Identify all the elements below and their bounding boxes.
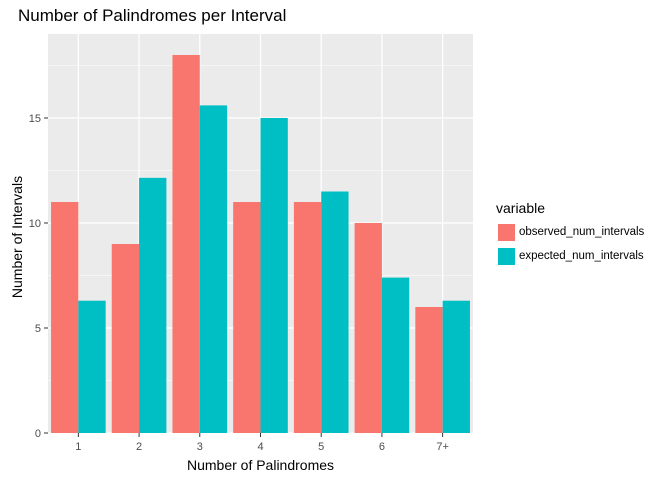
legend-key-expected xyxy=(498,247,515,265)
x-tick-label: 1 xyxy=(75,441,81,453)
x-tick-label: 5 xyxy=(318,441,324,453)
y-tick-label: 10 xyxy=(29,218,41,230)
y-axis-label: Number of Intervals xyxy=(9,175,25,299)
bar-observed_num_intervals-2 xyxy=(111,244,140,433)
legend-title: variable xyxy=(496,200,546,216)
x-axis-label: Number of Palindromes xyxy=(186,457,335,473)
x-tick-label: 6 xyxy=(379,441,385,453)
x-tick-label: 4 xyxy=(257,441,263,453)
bar-expected_num_intervals-2 xyxy=(139,177,167,433)
legend-label-observed: observed_num_intervals xyxy=(519,226,645,238)
bar-observed_num_intervals-7+ xyxy=(415,307,443,433)
x-tick-label: 7+ xyxy=(436,441,449,453)
legend-key-observed xyxy=(498,223,515,241)
bar-expected_num_intervals-6 xyxy=(381,277,410,433)
legend-item-expected: expected_num_intervals xyxy=(496,244,644,268)
legend-item-observed: observed_num_intervals xyxy=(496,220,644,244)
y-tick-label: 5 xyxy=(35,323,41,335)
bar-observed_num_intervals-5 xyxy=(293,202,322,433)
y-tick-label: 0 xyxy=(35,428,41,440)
bar-expected_num_intervals-4 xyxy=(260,118,288,433)
bar-expected_num_intervals-7+ xyxy=(442,300,470,433)
bar-observed_num_intervals-4 xyxy=(233,202,261,433)
legend: variable observed_num_intervals expected… xyxy=(496,200,644,268)
bar-expected_num_intervals-3 xyxy=(199,105,228,434)
bar-expected_num_intervals-1 xyxy=(78,300,106,433)
y-tick-label: 15 xyxy=(29,113,41,125)
bar-observed_num_intervals-3 xyxy=(172,55,200,433)
bar-expected_num_intervals-5 xyxy=(321,191,349,433)
x-tick-label: 3 xyxy=(197,441,203,453)
bar-observed_num_intervals-6 xyxy=(354,223,382,433)
legend-label-expected: expected_num_intervals xyxy=(519,250,644,262)
bar-observed_num_intervals-1 xyxy=(51,202,79,433)
chart-title: Number of Palindromes per Interval xyxy=(18,6,287,25)
x-tick-label: 2 xyxy=(136,441,142,453)
